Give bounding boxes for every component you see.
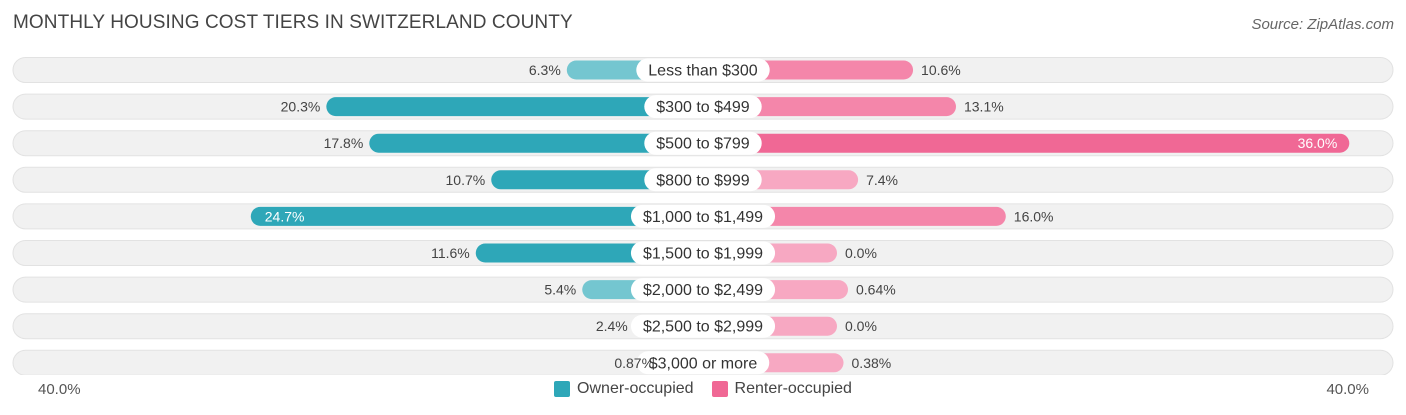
renter-value-label: 10.6% bbox=[921, 62, 961, 78]
renter-bar bbox=[703, 133, 1350, 153]
chart-title: MONTHLY HOUSING COST TIERS IN SWITZERLAN… bbox=[13, 12, 573, 33]
renter-bar bbox=[703, 97, 956, 117]
category-pill bbox=[630, 278, 776, 302]
owner-value-label: 17.8% bbox=[324, 135, 364, 151]
legend-label-owner: Owner-occupied bbox=[577, 380, 694, 397]
owner-bar bbox=[326, 97, 703, 117]
legend: Owner-occupied Renter-occupied bbox=[0, 380, 1406, 398]
category-label: $500 to $799 bbox=[656, 136, 750, 153]
category-label: $300 to $499 bbox=[656, 99, 750, 116]
owner-value-label: 24.7% bbox=[265, 208, 305, 224]
legend-swatch-renter bbox=[711, 381, 728, 397]
diverging-bar-chart: Less than $300 6.3% 10.6% $300 to $499 20.3%… bbox=[12, 57, 1394, 375]
category-pill bbox=[636, 58, 770, 82]
owner-value-label: 20.3% bbox=[281, 99, 321, 115]
category-label: Less than $300 bbox=[648, 63, 758, 80]
renter-value-label: 16.0% bbox=[1014, 208, 1054, 224]
owner-value-label: 11.6% bbox=[431, 245, 470, 261]
owner-value-label: 10.7% bbox=[446, 172, 486, 188]
legend-label-renter: Renter-occupied bbox=[734, 380, 852, 397]
category-pill bbox=[644, 95, 762, 119]
owner-value-label: 2.4% bbox=[596, 318, 628, 334]
renter-value-label: 0.0% bbox=[845, 245, 877, 261]
owner-bar bbox=[369, 133, 703, 153]
category-pill bbox=[636, 351, 770, 375]
axis-left-label: 40.0% bbox=[38, 381, 81, 398]
category-pill bbox=[630, 204, 776, 228]
renter-value-label: 0.64% bbox=[856, 282, 896, 298]
legend-swatch-owner bbox=[554, 381, 571, 397]
category-label: $800 to $999 bbox=[656, 172, 750, 189]
renter-value-label: 0.38% bbox=[852, 355, 892, 371]
category-label: $3,000 or more bbox=[649, 355, 758, 372]
renter-value-label: 13.1% bbox=[964, 99, 1004, 115]
category-label: $2,000 to $2,499 bbox=[643, 282, 763, 299]
owner-bar bbox=[250, 206, 703, 226]
renter-value-label: 7.4% bbox=[866, 172, 898, 188]
owner-value-label: 6.3% bbox=[529, 62, 561, 78]
category-pill bbox=[644, 131, 762, 155]
renter-value-label: 0.0% bbox=[845, 318, 877, 334]
legend-item-renter[interactable]: Renter-occupied bbox=[711, 380, 852, 398]
owner-value-label: 0.87% bbox=[614, 355, 654, 371]
renter-bar bbox=[703, 206, 1006, 226]
renter-value-label: 36.0% bbox=[1298, 135, 1338, 151]
category-label: $2,500 to $2,999 bbox=[643, 319, 763, 336]
category-pill bbox=[630, 241, 776, 265]
legend-item-owner[interactable]: Owner-occupied bbox=[554, 380, 694, 398]
source-note: Source: ZipAtlas.com bbox=[1251, 16, 1394, 33]
owner-value-label: 5.4% bbox=[544, 282, 576, 298]
category-label: $1,000 to $1,499 bbox=[643, 209, 763, 226]
category-label: $1,500 to $1,999 bbox=[643, 246, 763, 263]
category-pill bbox=[644, 168, 762, 192]
category-pill bbox=[630, 314, 776, 338]
axis-right-label: 40.0% bbox=[1326, 381, 1369, 398]
